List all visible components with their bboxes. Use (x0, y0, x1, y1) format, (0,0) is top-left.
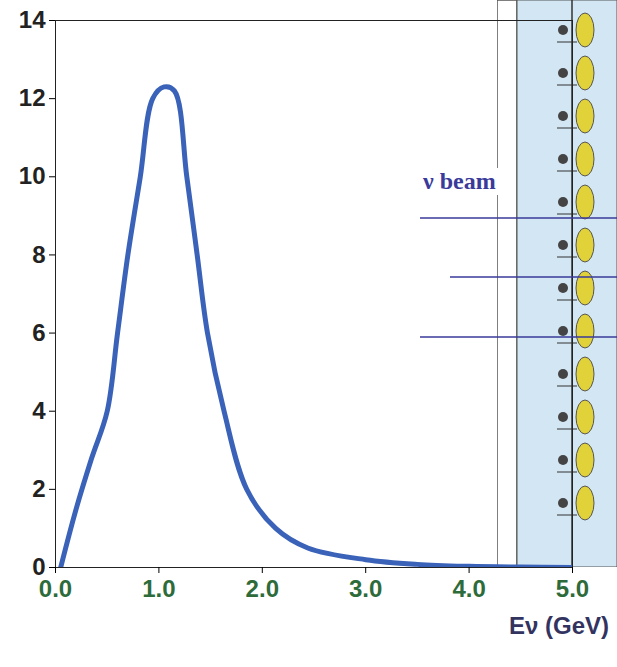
svg-text:0.0: 0.0 (38, 574, 73, 602)
html-text:ν beam: ν beam (423, 168, 496, 194)
svg-text:4: 4 (32, 397, 46, 424)
svg-text:2.0: 2.0 (246, 575, 279, 602)
svg-text:0: 0 (32, 553, 45, 580)
svg-text:14: 14 (19, 6, 46, 33)
svg-text:8: 8 (32, 241, 45, 268)
svg-text:6: 6 (32, 319, 45, 346)
svg-text:4.0: 4.0 (452, 575, 485, 602)
svg-text:5.0: 5.0 (556, 575, 589, 602)
svg-text:12: 12 (19, 84, 46, 111)
html-text:Eν (GeV): Eν (GeV) (509, 612, 609, 639)
svg-text:2: 2 (32, 475, 45, 502)
svg-text:1.0: 1.0 (142, 575, 175, 602)
svg-text:3.0: 3.0 (349, 575, 382, 602)
svg-text:10: 10 (19, 162, 46, 189)
